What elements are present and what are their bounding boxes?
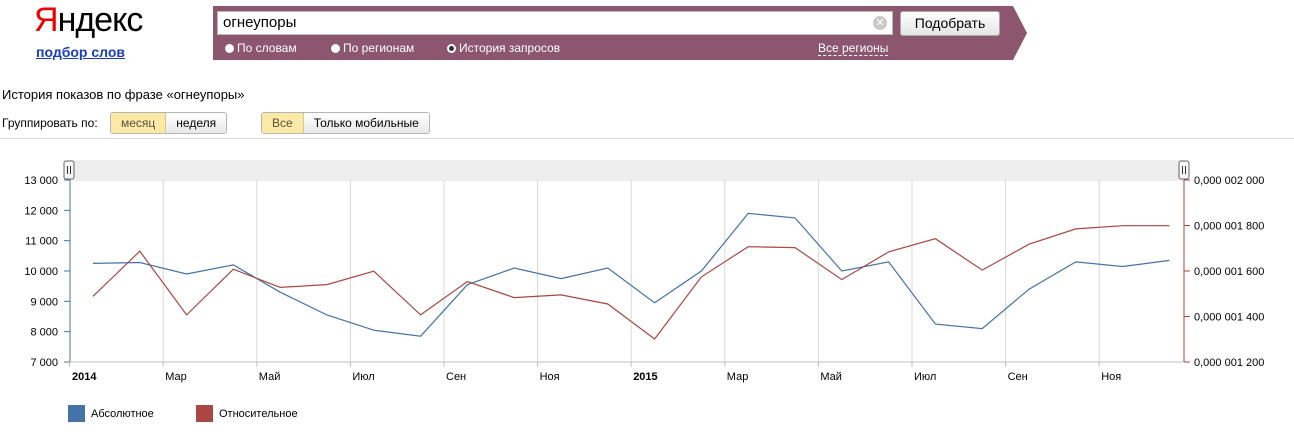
y-right-tick-label: 0,000 001 600 [1194, 266, 1264, 278]
chart-container: 7 000 8 000 9 000 10 000 11 000 12 000 13 000 … [0, 138, 1294, 436]
x-tick-label: Ноя [1101, 371, 1121, 383]
x-tick-label: Май [259, 371, 281, 383]
submit-button[interactable]: Подобрать [900, 11, 1000, 36]
y-left-tick-label: 9 000 [30, 296, 58, 308]
group-week-button[interactable]: неделя [166, 113, 227, 133]
x-tick-label: 2015 [633, 371, 657, 383]
x-tick-label: 2014 [72, 371, 97, 383]
y-right-tick-label: 0,000 001 400 [1194, 312, 1264, 324]
x-tick-label: Май [820, 371, 842, 383]
x-tick-label: Мар [727, 371, 749, 383]
legend-label: Относительное [219, 408, 298, 420]
legend-item-absolute[interactable]: Абсолютное [68, 405, 154, 422]
navigator-band [70, 160, 1184, 181]
radio-history[interactable]: История запросов [447, 41, 560, 55]
y-right-tick-label: 0,000 002 000 [1194, 175, 1264, 187]
y-left-tick-label: 10 000 [24, 266, 58, 278]
legend-swatch [196, 405, 213, 422]
search-input[interactable]: огнеупоры [217, 11, 893, 35]
wordstat-link[interactable]: подбор слов [36, 44, 126, 60]
logo-wordmark: Яндекс [34, 1, 143, 39]
series-line-absolute[interactable] [92, 212, 1170, 337]
clear-icon[interactable]: ✕ [873, 16, 887, 30]
all-regions-link[interactable]: Все регионы [818, 41, 889, 56]
radio-by-regions[interactable]: По регионам [331, 41, 414, 55]
x-tick-label: Сен [446, 371, 466, 383]
x-tick-label: Мар [165, 371, 187, 383]
radio-selected-icon[interactable] [447, 44, 456, 53]
radio-icon[interactable] [331, 44, 340, 53]
legend-label: Абсолютное [91, 408, 154, 420]
group-by-label: Группировать по: [2, 116, 98, 130]
x-tick-label: Июл [914, 371, 936, 383]
y-left-tick-label: 11 000 [25, 236, 58, 248]
device-toggle: Все Только мобильные [261, 112, 430, 134]
radio-by-words[interactable]: По словам [225, 41, 297, 55]
x-tick-label: Сен [1008, 371, 1028, 383]
y-left-tick-label: 8 000 [30, 327, 58, 339]
y-right-tick-label: 0,000 001 800 [1194, 221, 1264, 233]
y-left-tick-label: 7 000 [30, 357, 58, 369]
navigator-handle-right[interactable] [1178, 160, 1190, 180]
y-left-tick-label: 12 000 [24, 205, 58, 217]
radio-icon[interactable] [225, 44, 234, 53]
group-by-toggle: месяц неделя [110, 112, 228, 134]
legend-item-relative[interactable]: Относительное [196, 405, 298, 422]
legend-swatch [68, 405, 85, 422]
yandex-logo[interactable]: Яндекс подбор слов [34, 0, 143, 60]
page-title: История показов по фразе «огнеупоры» [2, 87, 245, 102]
group-month-button[interactable]: месяц [111, 113, 167, 133]
x-tick-label: Ноя [540, 371, 560, 383]
legend: Абсолютное Относительное [68, 405, 298, 422]
device-all-button[interactable]: Все [262, 113, 304, 133]
search-panel-arrow [1013, 6, 1027, 60]
y-left-tick-label: 13 000 [24, 175, 58, 187]
device-mobile-button[interactable]: Только мобильные [303, 113, 429, 133]
navigator-handle-left[interactable] [63, 160, 75, 180]
series-line-relative[interactable] [92, 225, 1170, 340]
y-right-tick-label: 0,000 001 200 [1194, 357, 1264, 369]
x-tick-label: Июл [352, 371, 374, 383]
